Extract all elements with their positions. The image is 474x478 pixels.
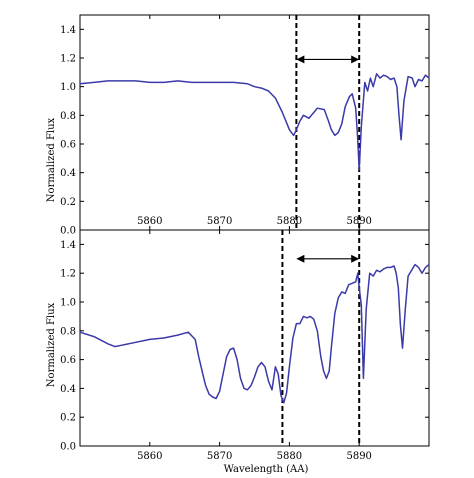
bottom-x-axis-label: Wavelength (AA) — [224, 464, 309, 475]
bottom-x-tick-label: 5870 — [207, 451, 232, 462]
bottom-y-tick-label: 0.0 — [60, 442, 76, 453]
top-panel: 0.0 0.2 0.4 0.6 0.8 1.0 1.2 1.4 5860 5870 5880 589… — [46, 14, 430, 237]
bottom-series — [79, 263, 430, 404]
bottom-x-axis: 5860 5870 5880 5890 — [137, 230, 372, 462]
bottom-y-tick-label: 1.2 — [60, 269, 76, 280]
bottom-y-tick-label: 0.4 — [60, 384, 76, 395]
bottom-reference-lines — [281, 230, 361, 446]
bottom-x-tick-label: 5890 — [346, 451, 371, 462]
bottom-panel: 0.0 0.2 0.4 0.6 0.8 1.0 1.2 1.4 5860 5870 5880 589… — [46, 229, 430, 475]
bottom-y-tick-label: 1.4 — [60, 240, 76, 251]
top-spectrum-line — [79, 73, 430, 171]
bottom-y-tick-label: 0.2 — [60, 413, 76, 424]
top-y-tick-label: 0.2 — [60, 197, 76, 208]
bottom-x-tick-label: 5860 — [137, 451, 162, 462]
top-reference-lines — [295, 15, 361, 230]
top-x-tick-label: 5860 — [137, 216, 162, 227]
top-y-tick-label: 1.0 — [60, 82, 76, 93]
top-x-axis: 5860 5870 5880 5890 — [137, 15, 372, 230]
top-y-tick-label: 0.0 — [60, 226, 76, 237]
top-y-axis-label: Normalized Flux — [46, 117, 57, 202]
bottom-y-tick-label: 1.0 — [60, 298, 76, 309]
top-y-tick-label: 0.4 — [60, 168, 76, 179]
top-x-tick-label: 5880 — [277, 216, 302, 227]
bottom-x-tick-label: 5880 — [277, 451, 302, 462]
bottom-y-axis: 0.0 0.2 0.4 0.6 0.8 1.0 1.2 1.4 — [60, 240, 429, 453]
top-y-axis: 0.0 0.2 0.4 0.6 0.8 1.0 1.2 1.4 — [60, 25, 429, 237]
top-y-tick-label: 1.4 — [60, 25, 76, 36]
top-x-tick-label: 5890 — [346, 216, 371, 227]
top-y-tick-label: 0.8 — [60, 111, 76, 122]
bottom-plot-frame — [79, 229, 430, 447]
top-x-tick-label: 5870 — [207, 216, 232, 227]
bottom-y-tick-label: 0.8 — [60, 326, 76, 337]
bottom-y-tick-label: 0.6 — [60, 355, 76, 366]
top-series — [79, 73, 430, 171]
bottom-spectrum-line — [79, 263, 430, 404]
bottom-y-axis-label: Normalized Flux — [46, 302, 57, 387]
top-y-tick-label: 1.2 — [60, 54, 76, 65]
top-plot-frame — [79, 14, 430, 231]
top-y-tick-label: 0.6 — [60, 140, 76, 151]
